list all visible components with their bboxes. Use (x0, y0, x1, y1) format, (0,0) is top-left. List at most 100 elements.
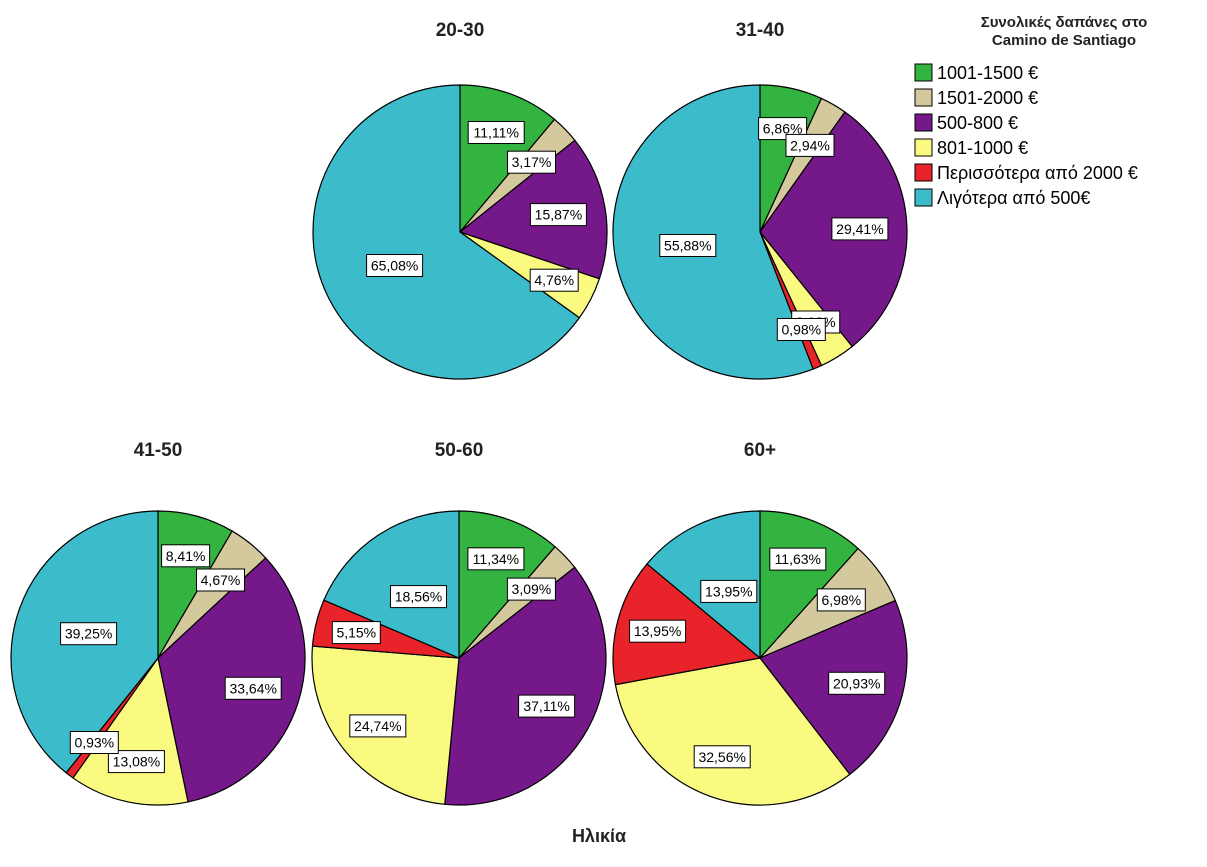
slice-label-box (390, 585, 447, 609)
slice-label-box (366, 254, 424, 277)
slice-label-text: 24,74% (354, 718, 401, 734)
pie-title: 41-50 (134, 440, 183, 461)
slice-label-text: 37,11% (523, 698, 569, 714)
slice-label-box (529, 268, 579, 292)
slice-data-label: 3,17% (507, 150, 556, 174)
slice-label-text: 11,34% (473, 551, 519, 567)
slice-label-text: 6,86% (763, 121, 803, 137)
slice-label-text: 6,98% (821, 592, 861, 608)
pie-4: 50-60 11,34% 3,09% 37,11% 24,74% 5,15% 18,56% (311, 440, 607, 806)
slice-data-label: 13,08% (107, 750, 165, 774)
slice-label-text: 39,25% (65, 626, 112, 642)
slice-label-box (69, 731, 119, 754)
slice-data-label: 4,67% (196, 568, 245, 592)
slice-data-label: 11,11% (467, 121, 525, 144)
legend-swatch (914, 163, 933, 182)
pie-title: 50-60 (435, 440, 484, 461)
slice-label-box (776, 318, 826, 341)
slice-label-text: 13,08% (113, 754, 160, 770)
slice-label-box (831, 217, 889, 241)
slice-data-label: 2,94% (785, 133, 835, 157)
slice-data-label: 15,87% (529, 203, 587, 227)
pie-slice (612, 84, 814, 380)
slice-label-text: 8,41% (166, 548, 206, 564)
slice-data-label: 39,25% (60, 622, 118, 646)
legend-swatch (914, 188, 933, 207)
slice-label-box (507, 150, 556, 174)
legend-label: 1001-1500 € (937, 63, 1038, 83)
slice-label-text: 11,11% (473, 125, 518, 141)
slice-label-box (161, 544, 211, 568)
slice-label-box (518, 694, 576, 718)
legend-label: 801-1000 € (937, 138, 1028, 158)
slice-label-box (467, 121, 525, 144)
slice-label-box (769, 547, 827, 571)
slice-data-label: 33,64% (224, 676, 282, 700)
legend-title-line-2: Camino de Santiago (992, 32, 1136, 49)
legend-title-line-1: Συνολικές δαπάνες στο (981, 14, 1148, 31)
slice-data-label: 4,76% (529, 268, 579, 292)
pie-title: 20-30 (436, 20, 485, 41)
legend-label: Λιγότερα από 500€ (937, 188, 1090, 208)
slice-label-text: 4,67% (201, 572, 241, 588)
slice-label-text: 65,08% (371, 258, 418, 274)
slice-data-label: 20,93% (828, 671, 886, 695)
pie-5: 60+ 11,63% 6,98% 20,93% 32,56% 13,95% 13,95% (612, 440, 908, 806)
slice-label-box (224, 676, 282, 700)
slice-label-text: 32,56% (698, 749, 745, 765)
legend-item: 801-1000 € (914, 138, 1028, 158)
slice-label-box (529, 203, 587, 227)
slice-data-label: 55,88% (659, 234, 717, 257)
slice-label-box (196, 568, 245, 592)
slice-label-text: 33,64% (229, 680, 276, 696)
slice-label-box (60, 622, 118, 646)
pie-slice (323, 510, 460, 659)
legend-item: Περισσότερα από 2000 € (914, 163, 1138, 183)
slice-label-text: 18,56% (395, 589, 442, 605)
slice-label-box (659, 234, 717, 257)
slice-label-text: 55,88% (664, 238, 711, 254)
slice-label-text: 13,95% (705, 583, 752, 599)
legend-item: 500-800 € (914, 113, 1018, 133)
slice-label-text: 5,15% (336, 625, 376, 641)
slice-label-text: 11,63% (775, 551, 821, 567)
slice-label-box (693, 745, 751, 769)
legend-swatch (914, 113, 933, 132)
slice-label-box (700, 579, 758, 603)
slice-data-label: 29,41% (831, 217, 889, 241)
slice-label-text: 2,94% (790, 137, 830, 153)
slice-label-text: 3,09% (512, 581, 552, 597)
slice-data-label: 18,56% (390, 585, 447, 609)
slice-label-text: 0,98% (781, 322, 821, 338)
x-axis-label: Ηλικία (572, 826, 626, 846)
pie-slice (612, 563, 762, 686)
slice-label-box (349, 714, 407, 738)
pie-3: 41-50 8,41% 4,67% 33,64% 13,08% 0,93% 39,25% (10, 440, 306, 806)
legend-item: 1501-2000 € (914, 88, 1038, 108)
slice-data-label: 32,56% (693, 745, 751, 769)
slice-data-label: 37,11% (518, 694, 576, 718)
slice-label-text: 0,93% (74, 735, 114, 751)
legend-swatch (914, 63, 933, 82)
slice-data-label: 65,08% (366, 254, 424, 277)
pie-slice (614, 657, 851, 806)
slice-data-label: 8,41% (161, 544, 211, 568)
slice-data-label: 11,63% (769, 547, 827, 571)
slice-label-text: 3,17% (512, 154, 552, 170)
slice-label-box (629, 619, 687, 643)
slice-label-text: 29,41% (836, 221, 883, 237)
slice-data-label: 5,15% (331, 621, 381, 645)
slice-data-label: 11,34% (467, 547, 525, 571)
legend-item: Λιγότερα από 500€ (914, 188, 1090, 208)
slice-label-text: 4,76% (534, 272, 574, 288)
slice-label-box (331, 621, 381, 645)
pie-title: 31-40 (736, 20, 785, 41)
slice-label-box (506, 577, 556, 601)
pies-group: 20-30 11,11% 3,17% 15,87% 4,76% 65,08% 31-40 6,… (10, 20, 908, 806)
slice-label-box (785, 133, 835, 157)
legend-swatch (914, 138, 933, 157)
slice-label-box (816, 588, 866, 612)
pie-slice (312, 84, 581, 380)
pie-slice (444, 566, 607, 806)
slice-label-box (828, 671, 886, 695)
